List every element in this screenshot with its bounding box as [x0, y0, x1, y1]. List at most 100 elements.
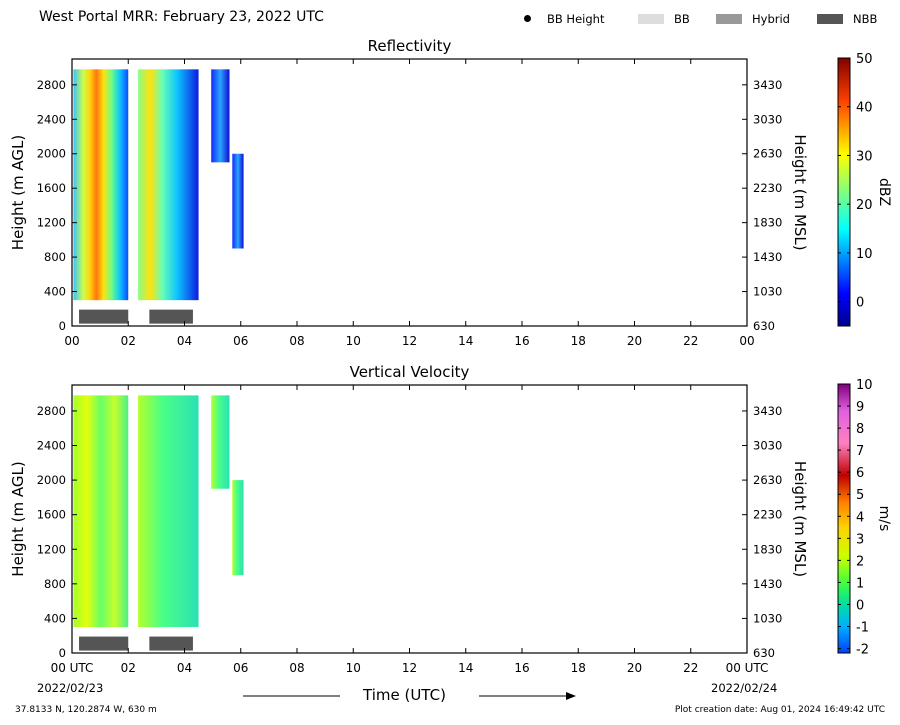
figure-title: West Portal MRR: February 23, 2022 UTC: [39, 9, 324, 25]
x-tick-label: 04: [177, 334, 192, 348]
echo-region: [73, 69, 129, 301]
time-arrow-head: [566, 692, 576, 700]
x-tick-label: 16: [514, 334, 529, 348]
colorbar-label: m/s: [876, 506, 892, 532]
colorbar-tick-label: 2: [856, 554, 864, 569]
colorbar-tick-label: 20: [856, 198, 873, 213]
y-tick-label-right: 3030: [753, 112, 782, 126]
colorbar-tick-label: 50: [856, 52, 873, 67]
x-tick-label: 04: [177, 661, 192, 675]
colorbar-tick-label: 40: [856, 101, 873, 116]
colorbar-tick-label: 10: [856, 247, 873, 262]
y-tick-label-right: 3430: [753, 78, 782, 92]
x-tick-label: 08: [289, 661, 304, 675]
y-tick-label-right: 1430: [753, 250, 782, 264]
bb-type-bar-nbb: [79, 636, 129, 651]
colorbar-tick-label: -2: [856, 643, 869, 658]
y-tick-label-left: 1200: [37, 542, 66, 556]
y-tick-label-right: 630: [753, 319, 775, 333]
colorbar-tick-label: 3: [856, 532, 864, 547]
y-tick-label-right: 3430: [753, 404, 782, 418]
x-tick-label: 06: [233, 661, 248, 675]
x-tick-label: 10: [346, 661, 361, 675]
x-tick-label: 02: [121, 661, 136, 675]
echo-region: [73, 395, 129, 628]
y-tick-label-left: 2800: [37, 404, 66, 418]
colorbar-tick-label: 4: [856, 510, 864, 525]
y-tick-label-right: 2230: [753, 508, 782, 522]
y-tick-label-left: 2400: [37, 439, 66, 453]
y-tick-label-left: 2800: [37, 78, 66, 92]
colorbar-tick-label: 7: [856, 444, 864, 459]
colorbar: [837, 383, 851, 654]
panel-title: Vertical Velocity: [350, 363, 470, 381]
colorbar-tick-label: 10: [856, 378, 873, 393]
legend-swatch: [638, 14, 664, 24]
y-tick-label-left: 2400: [37, 112, 66, 126]
colorbar-tick-label: 0: [856, 598, 864, 613]
y-axis-title-left: Height (m AGL): [9, 135, 27, 250]
x-tick-label: 00 UTC: [726, 661, 769, 675]
echo-region: [211, 69, 230, 163]
panel-title: Reflectivity: [368, 37, 452, 55]
x-tick-label: 10: [346, 334, 361, 348]
x-axis-title: Time (UTC): [363, 686, 446, 704]
legend-swatch: [716, 14, 742, 24]
x-start-date: 2022/02/23: [37, 681, 104, 695]
creation-date: Plot creation date: Aug 01, 2024 16:49:4…: [674, 705, 885, 715]
colorbar-tick-label: 5: [856, 488, 864, 503]
y-tick-label-right: 1430: [753, 577, 782, 591]
colorbar-tick-label: 8: [856, 422, 864, 437]
x-tick-label: 12: [402, 661, 417, 675]
echo-region: [138, 395, 199, 628]
y-tick-label-left: 0: [59, 319, 66, 333]
x-tick-label: 22: [683, 661, 698, 675]
colorbar-tick-label: 1: [856, 576, 864, 591]
legend-swatch: [817, 14, 843, 24]
x-tick-label: 02: [121, 334, 136, 348]
x-tick-label: 00 UTC: [51, 661, 94, 675]
x-tick-label: 14: [458, 334, 473, 348]
y-tick-label-right: 630: [753, 646, 775, 660]
x-tick-label: 20: [627, 334, 642, 348]
y-tick-label-left: 2000: [37, 473, 66, 487]
echo-region: [232, 153, 244, 249]
colorbar-tick-label: 6: [856, 466, 864, 481]
y-tick-label-right: 1830: [753, 542, 782, 556]
y-tick-label-left: 800: [44, 250, 66, 264]
colorbar-label: dBZ: [876, 178, 892, 206]
y-tick-label-right: 1030: [753, 611, 782, 625]
y-tick-label-left: 1200: [37, 216, 66, 230]
y-tick-label-left: 400: [44, 285, 66, 299]
bb-type-bar-nbb: [79, 309, 129, 324]
y-tick-label-right: 2230: [753, 181, 782, 195]
y-tick-label-left: 800: [44, 577, 66, 591]
echo-region: [138, 69, 199, 301]
y-axis-title-right: Height (m MSL): [791, 134, 809, 250]
x-tick-label: 00: [64, 334, 79, 348]
legend-bb-height: BB Height: [524, 12, 604, 26]
x-tick-label: 18: [571, 334, 586, 348]
x-tick-label: 00: [739, 334, 754, 348]
y-tick-label-right: 3030: [753, 439, 782, 453]
colorbar-tick-label: 9: [856, 400, 864, 415]
colorbar-tick-label: 30: [856, 149, 873, 164]
y-tick-label-right: 1830: [753, 216, 782, 230]
y-tick-label-left: 0: [59, 646, 66, 660]
colorbar-tick-label: 0: [856, 296, 864, 311]
x-tick-label: 08: [289, 334, 304, 348]
y-tick-label-right: 2630: [753, 147, 782, 161]
legend-hybrid: Hybrid: [716, 12, 790, 26]
x-tick-label: 14: [458, 661, 473, 675]
echo-region: [232, 480, 244, 576]
x-tick-label: 12: [402, 334, 417, 348]
x-tick-label: 18: [571, 661, 586, 675]
y-tick-label-left: 1600: [37, 181, 66, 195]
colorbar: [837, 57, 851, 327]
y-axis-title-left: Height (m AGL): [9, 461, 27, 576]
bb-type-bar-nbb: [149, 309, 193, 324]
x-tick-label: 20: [627, 661, 642, 675]
y-tick-label-left: 2000: [37, 147, 66, 161]
